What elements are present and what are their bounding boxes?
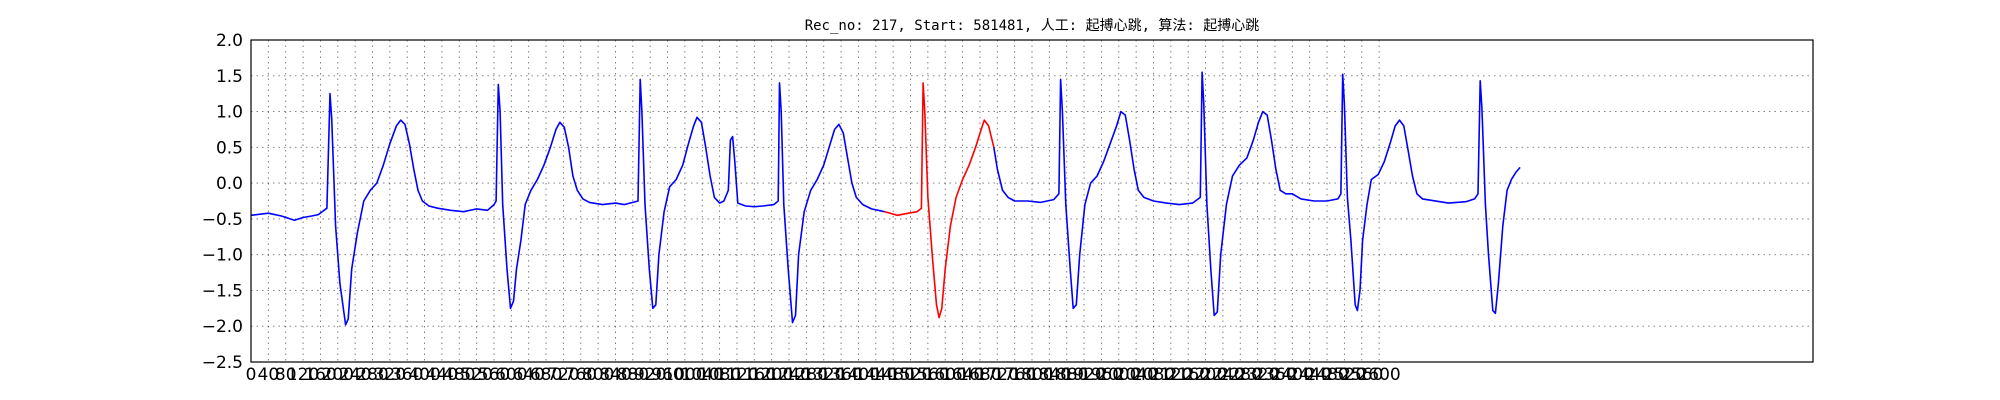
x-tick-label: 1960 [1080,365,1123,385]
x-tick-label: 2120 [1149,365,1192,385]
x-tick-label: 2360 [1253,365,1296,385]
x-tick-label: 2200 [1184,365,1227,385]
x-tick-label: 1760 [993,365,1036,385]
x-tick-label: 2520 [1323,365,1366,385]
x-tick-label: 2440 [1288,365,1331,385]
x-tick-label: 1040 [681,365,724,385]
y-tick-label: −1.5 [202,281,243,301]
highlighted-beat-line [884,82,995,319]
x-tick-label: 880 [617,365,649,385]
x-tick-label: 600 [495,365,527,385]
x-tick-label: 680 [530,365,562,385]
y-tick-label: 0.0 [216,174,243,194]
plot-frame [250,39,1814,363]
y-axis: −2.5 −2.0 −1.5 −1.0 −0.5 0.0 0.5 1.0 1.5 2.0 [202,31,243,373]
x-tick-label: 2080 [1132,365,1175,385]
x-tick-label: 960 [651,365,683,385]
x-tick-label: 0 [246,365,257,385]
y-tick-label: 0.5 [216,138,243,158]
x-tick-label: 1440 [854,365,897,385]
x-tick-label: 200 [322,365,354,385]
x-tick-label: 400 [408,365,440,385]
chart-title: Rec_no: 217, Start: 581481, 人工: 起搏心跳, 算法… [805,17,1260,34]
x-tick-label: 1080 [698,365,741,385]
x-tick-label: 2000 [1097,365,1140,385]
x-tick-label: 280 [356,365,388,385]
x-tick-label: 440 [426,365,458,385]
y-tick-label: −1.0 [202,246,243,266]
x-tick-label: 2400 [1271,365,1314,385]
ecg-trace-line [993,71,1521,317]
x-tick-label: 1480 [872,365,915,385]
x-tick-label: 1560 [906,365,949,385]
x-tick-label: 2320 [1236,365,1279,385]
y-tick-label: 1.5 [216,67,243,87]
x-tick-label: 1240 [767,365,810,385]
x-tick-label: 2600 [1357,365,1400,385]
x-tick-label: 2040 [1115,365,1158,385]
x-tick-label: 1000 [663,365,706,385]
x-tick-label: 1360 [819,365,862,385]
ecg-trace-line [250,78,885,326]
x-tick-label: 120 [287,365,319,385]
x-tick-label: 1920 [1062,365,1105,385]
x-tick-label: 40 [258,365,280,385]
x-tick-label: 320 [374,365,406,385]
x-tick-label: 1120 [715,365,758,385]
x-tick-label: 1520 [889,365,932,385]
x-tick-label: 2240 [1201,365,1244,385]
x-tick-label: 1680 [958,365,1001,385]
x-tick-label: 1880 [1045,365,1088,385]
y-tick-label: −2.0 [202,317,243,337]
x-tick-label: 2280 [1219,365,1262,385]
x-axis: 0 408012016020024028032036040044048052056… [246,365,1401,385]
x-tick-label: 1160 [733,365,776,385]
x-tick-label: 800 [582,365,614,385]
x-tick-label: 1200 [750,365,793,385]
x-tick-label: 560 [478,365,510,385]
x-tick-label: 1840 [1028,365,1071,385]
x-tick-label: 720 [547,365,579,385]
x-tick-label: 520 [460,365,492,385]
y-tick-label: 1.0 [216,103,243,123]
x-tick-label: 2480 [1305,365,1348,385]
x-tick-label: 160 [304,365,336,385]
x-tick-label: 1320 [802,365,845,385]
y-tick-label: −2.5 [202,353,243,373]
x-tick-label: 1800 [1010,365,1053,385]
x-tick-label: 1280 [785,365,828,385]
x-tick-label: 840 [599,365,631,385]
x-tick-label: 2160 [1167,365,1210,385]
grid-lines [250,39,1813,363]
x-tick-label: 2560 [1340,365,1383,385]
x-tick-label: 360 [391,365,423,385]
x-tick-label: 240 [339,365,371,385]
x-tick-label: 640 [512,365,544,385]
x-tick-label: 1600 [924,365,967,385]
series-layer [250,71,1521,326]
x-tick-label: 920 [634,365,666,385]
x-tick-label: 480 [443,365,475,385]
x-tick-label: 760 [565,365,597,385]
x-tick-label: 1640 [941,365,984,385]
y-tick-label: 2.0 [216,31,243,51]
x-tick-label: 1400 [837,365,880,385]
x-tick-label: 1720 [976,365,1019,385]
x-tick-label: 80 [275,365,297,385]
y-tick-label: −0.5 [202,210,243,230]
